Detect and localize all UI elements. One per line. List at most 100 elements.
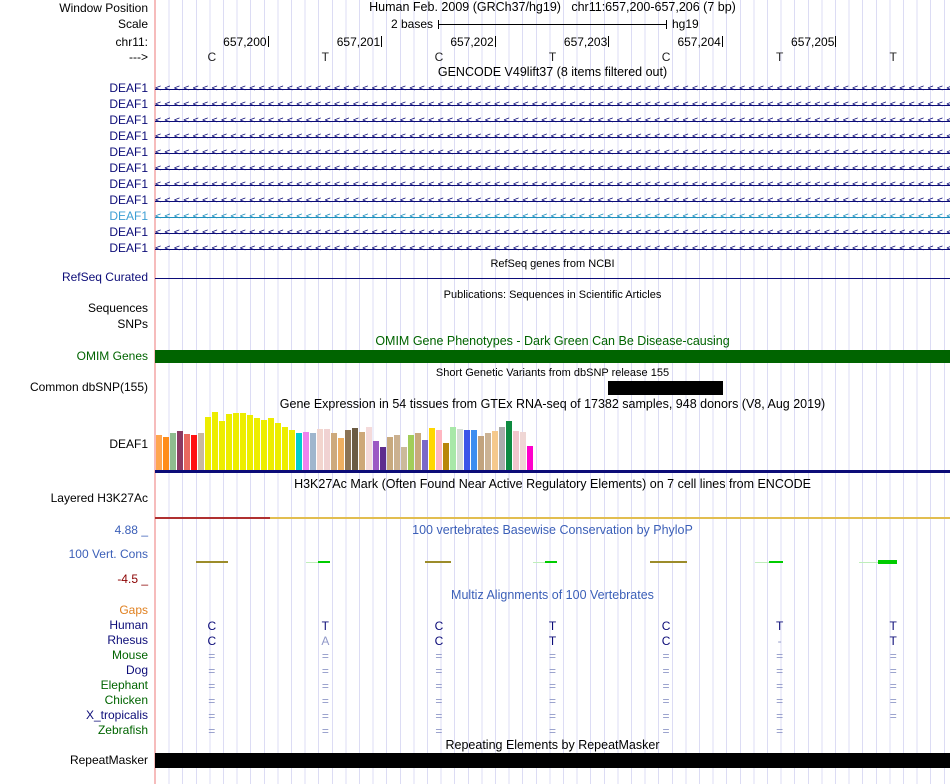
left-label-snps[interactable]: SNPs [117,317,148,331]
gtex-tissue-bar[interactable] [492,431,498,470]
left-label-deaf1[interactable]: DEAF1 [109,97,148,111]
gencode-gene-row-deaf1[interactable]: <<<<<<<<<<<<<<<<<<<<<<<<<<<<<<<<<<<<<<<<… [155,130,950,144]
gencode-gene-row-deaf1[interactable]: <<<<<<<<<<<<<<<<<<<<<<<<<<<<<<<<<<<<<<<<… [155,194,950,208]
gtex-tissue-bar[interactable] [303,432,309,470]
left-label-deaf1[interactable]: DEAF1 [109,193,148,207]
gencode-gene-row-deaf1[interactable]: <<<<<<<<<<<<<<<<<<<<<<<<<<<<<<<<<<<<<<<<… [155,98,950,112]
gencode-gene-row-deaf1[interactable]: <<<<<<<<<<<<<<<<<<<<<<<<<<<<<<<<<<<<<<<<… [155,162,950,176]
left-label--[interactable]: ---> [129,50,148,64]
left-label-deaf1[interactable]: DEAF1 [109,437,148,451]
gtex-tissue-bar[interactable] [212,412,218,470]
gtex-tissue-bar[interactable] [226,414,232,470]
gtex-tissue-bar[interactable] [366,427,372,470]
gencode-gene-row-deaf1[interactable]: <<<<<<<<<<<<<<<<<<<<<<<<<<<<<<<<<<<<<<<<… [155,82,950,96]
gtex-tissue-bar[interactable] [233,413,239,470]
gtex-tissue-bar[interactable] [184,434,190,470]
gtex-tissue-bar[interactable] [324,429,330,470]
left-label-deaf1[interactable]: DEAF1 [109,81,148,95]
gtex-tissue-bar[interactable] [443,443,449,470]
left-label-deaf1[interactable]: DEAF1 [109,225,148,239]
gtex-tissue-bar[interactable] [198,433,204,470]
gtex-tissue-bar[interactable] [387,437,393,470]
left-label-4-88-[interactable]: 4.88 _ [114,523,148,537]
left-label-repeatmasker[interactable]: RepeatMasker [69,753,148,767]
gtex-tissue-bar[interactable] [380,447,386,470]
left-label-refseq-curated[interactable]: RefSeq Curated [61,270,148,284]
gtex-tissue-bar[interactable] [177,431,183,470]
left-label-100-vert-cons[interactable]: 100 Vert. Cons [68,547,148,561]
left-label-chicken[interactable]: Chicken [104,693,148,707]
gtex-tissue-bar[interactable] [296,433,302,470]
gtex-tissue-bar[interactable] [254,418,260,470]
h3k27ac-signal-line[interactable] [155,517,950,519]
gencode-gene-row-deaf1[interactable]: <<<<<<<<<<<<<<<<<<<<<<<<<<<<<<<<<<<<<<<<… [155,210,950,224]
gtex-tissue-bar[interactable] [170,433,176,470]
left-label-layered-h3k27ac[interactable]: Layered H3K27Ac [50,491,148,505]
left-label-deaf1[interactable]: DEAF1 [109,161,148,175]
left-label-elephant[interactable]: Elephant [100,678,148,692]
left-label-mouse[interactable]: Mouse [111,648,148,662]
gtex-tissue-bar[interactable] [275,423,281,470]
gtex-tissue-bar[interactable] [485,433,491,470]
dbsnp-variant-bar[interactable] [608,381,723,395]
gtex-tissue-bar[interactable] [429,428,435,470]
left-label-sequences[interactable]: Sequences [87,301,148,315]
gtex-tissue-bar[interactable] [401,447,407,470]
left-label-chr11-[interactable]: chr11: [115,35,148,49]
gtex-tissue-bar[interactable] [289,430,295,470]
gtex-tissue-bar[interactable] [373,441,379,470]
gtex-tissue-bar[interactable] [527,446,533,470]
gtex-tissue-bar[interactable] [471,430,477,470]
gtex-tissue-bar[interactable] [352,428,358,470]
left-label-deaf1[interactable]: DEAF1 [109,113,148,127]
left-label-deaf1[interactable]: DEAF1 [109,177,148,191]
gencode-gene-row-deaf1[interactable]: <<<<<<<<<<<<<<<<<<<<<<<<<<<<<<<<<<<<<<<<… [155,226,950,240]
gtex-tissue-bar[interactable] [338,438,344,470]
left-label-x-tropicalis[interactable]: X_tropicalis [85,708,148,722]
left-label-dog[interactable]: Dog [125,663,148,677]
gencode-gene-row-deaf1[interactable]: <<<<<<<<<<<<<<<<<<<<<<<<<<<<<<<<<<<<<<<<… [155,114,950,128]
gencode-gene-row-deaf1[interactable]: <<<<<<<<<<<<<<<<<<<<<<<<<<<<<<<<<<<<<<<<… [155,146,950,160]
gtex-tissue-bar[interactable] [268,418,274,470]
left-label-gaps[interactable]: Gaps [119,603,148,617]
gtex-tissue-bar[interactable] [520,432,526,470]
gtex-tissue-bar[interactable] [191,435,197,470]
gencode-gene-row-deaf1[interactable]: <<<<<<<<<<<<<<<<<<<<<<<<<<<<<<<<<<<<<<<<… [155,242,950,256]
left-label-deaf1[interactable]: DEAF1 [109,145,148,159]
left-label-zebrafish[interactable]: Zebrafish [97,723,148,737]
gtex-tissue-bar[interactable] [205,417,211,470]
gtex-tissue-bar[interactable] [163,437,169,470]
gencode-gene-row-deaf1[interactable]: <<<<<<<<<<<<<<<<<<<<<<<<<<<<<<<<<<<<<<<<… [155,178,950,192]
gtex-tissue-bar[interactable] [478,436,484,470]
gtex-tissue-bar[interactable] [457,429,463,470]
refseq-gene-line[interactable] [155,278,950,279]
gtex-tissue-bar[interactable] [415,433,421,470]
left-label-window-position[interactable]: Window Position [59,1,148,15]
gtex-tissue-bar[interactable] [331,433,337,470]
left-label-deaf1[interactable]: DEAF1 [109,241,148,255]
gtex-tissue-bar[interactable] [422,440,428,470]
gtex-tissue-bar[interactable] [436,430,442,470]
gtex-tissue-bar[interactable] [464,430,470,470]
gtex-tissue-bar[interactable] [345,430,351,470]
gtex-tissue-bar[interactable] [240,413,246,470]
gtex-tissue-bar[interactable] [310,433,316,470]
gtex-tissue-bar[interactable] [394,435,400,470]
left-label-deaf1[interactable]: DEAF1 [109,129,148,143]
gtex-tissue-bar[interactable] [506,421,512,470]
left-label--4-5-[interactable]: -4.5 _ [117,572,148,586]
gtex-tissue-bar[interactable] [408,435,414,470]
gtex-tissue-bar[interactable] [247,415,253,470]
left-label-common-dbsnp-155-[interactable]: Common dbSNP(155) [29,380,148,394]
gtex-tissue-bar[interactable] [450,427,456,470]
omim-gene-bar[interactable] [155,350,950,363]
left-label-deaf1[interactable]: DEAF1 [109,209,148,223]
gtex-tissue-bar[interactable] [317,429,323,470]
gtex-tissue-bar[interactable] [219,421,225,470]
left-label-rhesus[interactable]: Rhesus [107,633,148,647]
gtex-tissue-bar[interactable] [359,432,365,470]
gtex-tissue-bar[interactable] [499,427,505,470]
left-label-human[interactable]: Human [109,618,148,632]
gtex-tissue-bar[interactable] [513,431,519,470]
left-label-scale[interactable]: Scale [117,17,148,31]
